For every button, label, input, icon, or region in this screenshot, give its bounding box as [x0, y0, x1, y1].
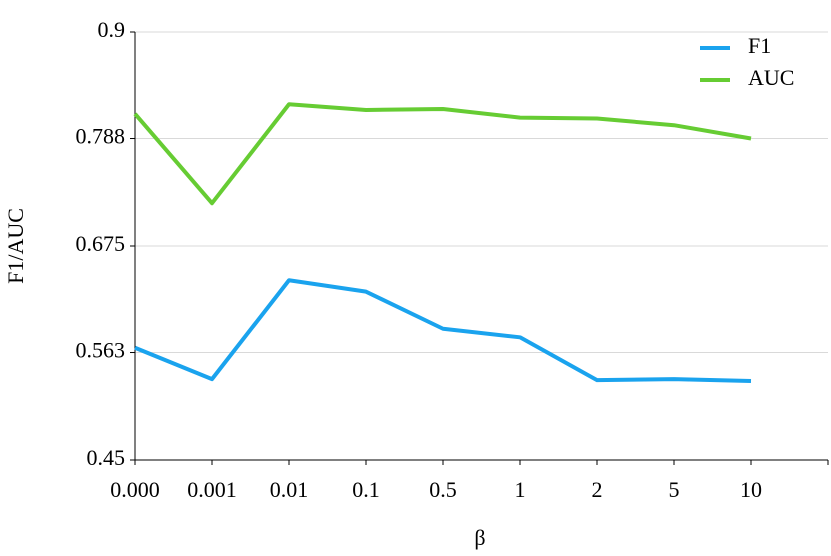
x-tick-label: 2: [592, 477, 603, 502]
x-tick-label: 0.1: [352, 477, 380, 502]
x-tick-label: 1: [515, 477, 526, 502]
x-tick-label: 0.5: [429, 477, 457, 502]
y-tick-label: 0.788: [76, 124, 126, 149]
y-tick-label: 0.45: [87, 445, 126, 470]
x-tick-label: 0.001: [187, 477, 237, 502]
x-tick-label: 10: [740, 477, 762, 502]
y-tick-label: 0.563: [76, 338, 126, 363]
x-axis-label: β: [474, 525, 485, 550]
x-tick-label: 0.000: [110, 477, 160, 502]
y-tick-label: 0.675: [76, 231, 126, 256]
legend-label: AUC: [748, 65, 794, 90]
x-tick-label: 0.01: [270, 477, 309, 502]
x-tick-label: 5: [669, 477, 680, 502]
y-axis-label: F1/AUC: [3, 208, 28, 284]
series-line: [134, 278, 752, 384]
legend-label: F1: [748, 33, 771, 58]
series-line: [133, 102, 752, 206]
y-tick-label: 0.9: [98, 17, 126, 42]
